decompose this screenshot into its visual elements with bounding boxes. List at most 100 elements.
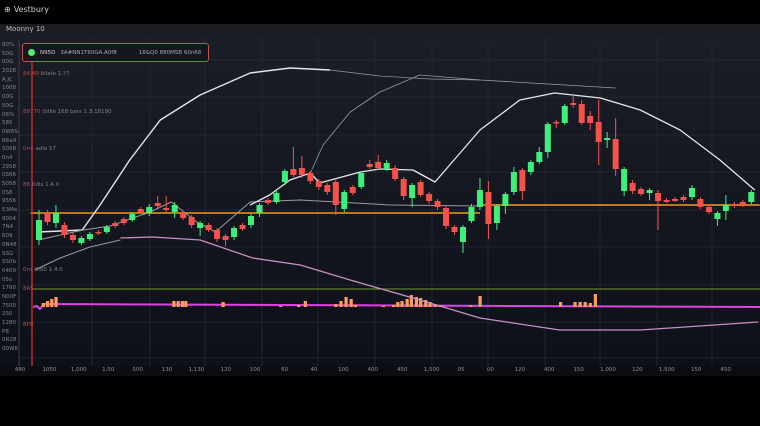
price-axis[interactable]: 90% 50G 00G 2028 A.JC 1008 00G 50G 06% 585 0W6S R6a… <box>2 41 20 354</box>
candle-body <box>612 139 619 169</box>
time-tick-label: 500 <box>132 367 143 373</box>
candle-body <box>409 185 416 198</box>
candle-body <box>392 168 399 179</box>
price-tick-label: 0R28 <box>2 337 17 344</box>
price-tick-label: 90% <box>2 42 15 48</box>
volume-bar <box>593 294 597 307</box>
volume-bar <box>391 305 396 307</box>
price-tick-label: 0409 <box>2 267 16 274</box>
price-tick-label: 50G <box>2 102 14 109</box>
time-tick-label: 400 <box>367 367 379 373</box>
candle-body <box>36 220 42 240</box>
candle-body <box>332 182 339 205</box>
candle-body <box>290 169 297 175</box>
volume-bar <box>573 302 577 307</box>
price-tick-label: N00F <box>2 293 17 300</box>
price-tick-label: 06% <box>2 111 15 118</box>
volume-bar <box>176 301 180 307</box>
volume-bar <box>303 301 307 307</box>
volume-bar <box>433 304 437 307</box>
candle-body <box>400 179 407 196</box>
level-marker: 8P8 <box>23 322 34 328</box>
price-tick-label: 2028 <box>2 68 16 75</box>
candle-body <box>739 202 746 205</box>
volume-bar <box>221 302 225 307</box>
candle-body <box>688 188 695 197</box>
candle-body <box>358 173 365 187</box>
candle-body <box>510 172 517 192</box>
price-tick-label: 9556 <box>2 198 16 205</box>
price-tick-label: 5058 <box>2 146 16 153</box>
volume-bar <box>334 304 338 307</box>
app-title: Vestbury <box>13 5 49 14</box>
candle-body <box>298 168 305 175</box>
candle-body <box>697 199 704 207</box>
time-tick-label: 120 <box>220 367 232 373</box>
volume-bar <box>50 299 54 307</box>
candle-body <box>748 192 755 202</box>
price-tick-label: 50G <box>2 50 14 57</box>
candle-body <box>476 190 483 207</box>
volume-bar <box>588 303 592 307</box>
candle-body <box>44 213 51 222</box>
price-tick-label: 0S8 <box>2 189 13 196</box>
time-tick-label: 150 <box>573 367 584 373</box>
candle-body <box>468 207 475 221</box>
candle-body <box>604 138 611 140</box>
price-tick-label: 1760 <box>2 285 16 292</box>
candle-body <box>163 208 170 210</box>
candle-body <box>375 162 382 168</box>
time-tick-label: 1,000 <box>600 367 616 373</box>
candle-body <box>426 194 433 201</box>
symbol-selector[interactable]: Moonny 10 <box>6 25 45 33</box>
candle-body <box>366 164 373 167</box>
candle-body <box>231 228 238 237</box>
candle-body <box>120 219 127 223</box>
candle-body <box>273 193 280 202</box>
candle-body <box>638 189 645 194</box>
candle-body <box>61 225 68 235</box>
oscillator-line <box>32 302 760 311</box>
volume-bar <box>41 303 45 307</box>
moving-average-line <box>34 239 121 271</box>
price-tick-label: 609 <box>2 233 13 240</box>
app-brand[interactable]: ⊕ Vestbury <box>4 5 49 14</box>
candle-body <box>112 223 119 226</box>
time-tick-label: 1,50 <box>102 367 115 373</box>
volume-bar <box>172 301 176 307</box>
price-tick-label: 00W8 <box>2 346 18 353</box>
price-tick-label: 1008 <box>2 85 16 92</box>
candle-body <box>519 170 526 191</box>
candle-body <box>646 190 653 193</box>
candle-body <box>417 182 424 195</box>
time-tick-label: 450 <box>396 367 408 373</box>
moving-average-line <box>329 69 480 81</box>
candle-body <box>214 230 221 239</box>
moving-average-line <box>120 236 759 331</box>
time-axis[interactable] <box>0 366 760 376</box>
moving-average-line <box>309 74 616 174</box>
legend-box[interactable]: N95D 3A#NN1T60GA.A0f8 18&Q0 880MSB 60n68 <box>22 43 209 62</box>
legend-description: 3A#NN1T60GA.A0f8 <box>60 49 117 56</box>
volume-bar <box>419 298 423 307</box>
candle-body <box>680 197 687 200</box>
candle-body <box>307 173 314 181</box>
time-tick-label: 400 <box>543 367 555 373</box>
candle-body <box>460 227 466 242</box>
time-tick-label: 1,500 <box>658 367 675 373</box>
candle-body <box>502 194 509 206</box>
candle-body <box>561 106 568 123</box>
volume-bar <box>184 301 188 307</box>
price-tick-label: 0S66 <box>2 172 16 179</box>
volume-bar <box>296 305 301 307</box>
price-tick-label: R6a9 <box>2 137 17 144</box>
candle-body <box>493 206 500 223</box>
candle-body <box>52 213 59 223</box>
volume-bar <box>578 302 582 307</box>
price-tick-label: 2S0 <box>2 311 13 318</box>
chart-background <box>0 36 760 366</box>
volume-bar <box>54 297 58 307</box>
time-tick-label: 100 <box>249 367 261 373</box>
time-tick-label: 60 <box>281 367 289 373</box>
